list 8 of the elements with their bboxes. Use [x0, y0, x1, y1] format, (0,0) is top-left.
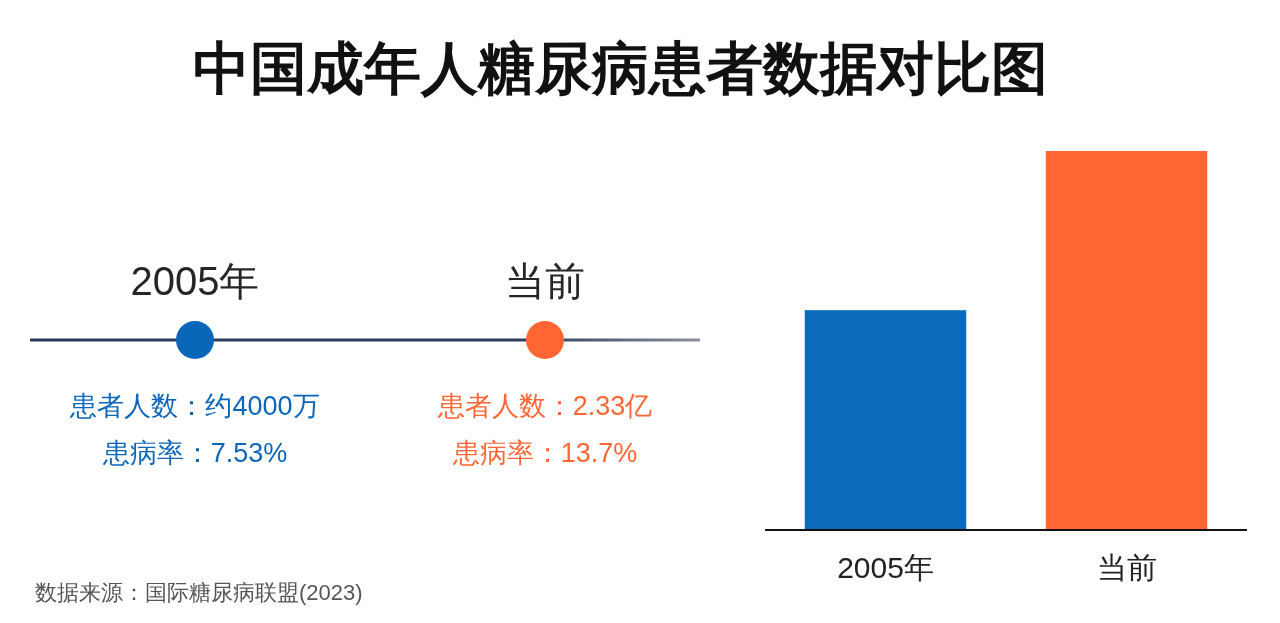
text: 患病率：13.7%	[452, 438, 638, 468]
text: 患者人数：2.33亿	[437, 391, 653, 421]
category-label: 2005年	[130, 259, 260, 303]
text: 患者人数：约4000万	[70, 391, 320, 421]
text: 患病率：7.53%	[102, 438, 288, 468]
source-note: 数据来源：国际糖尿病联盟(2023)	[35, 580, 363, 605]
text: 中国成年人糖尿病患者数据对比图	[192, 36, 1048, 100]
category-label: 当前	[505, 259, 585, 303]
